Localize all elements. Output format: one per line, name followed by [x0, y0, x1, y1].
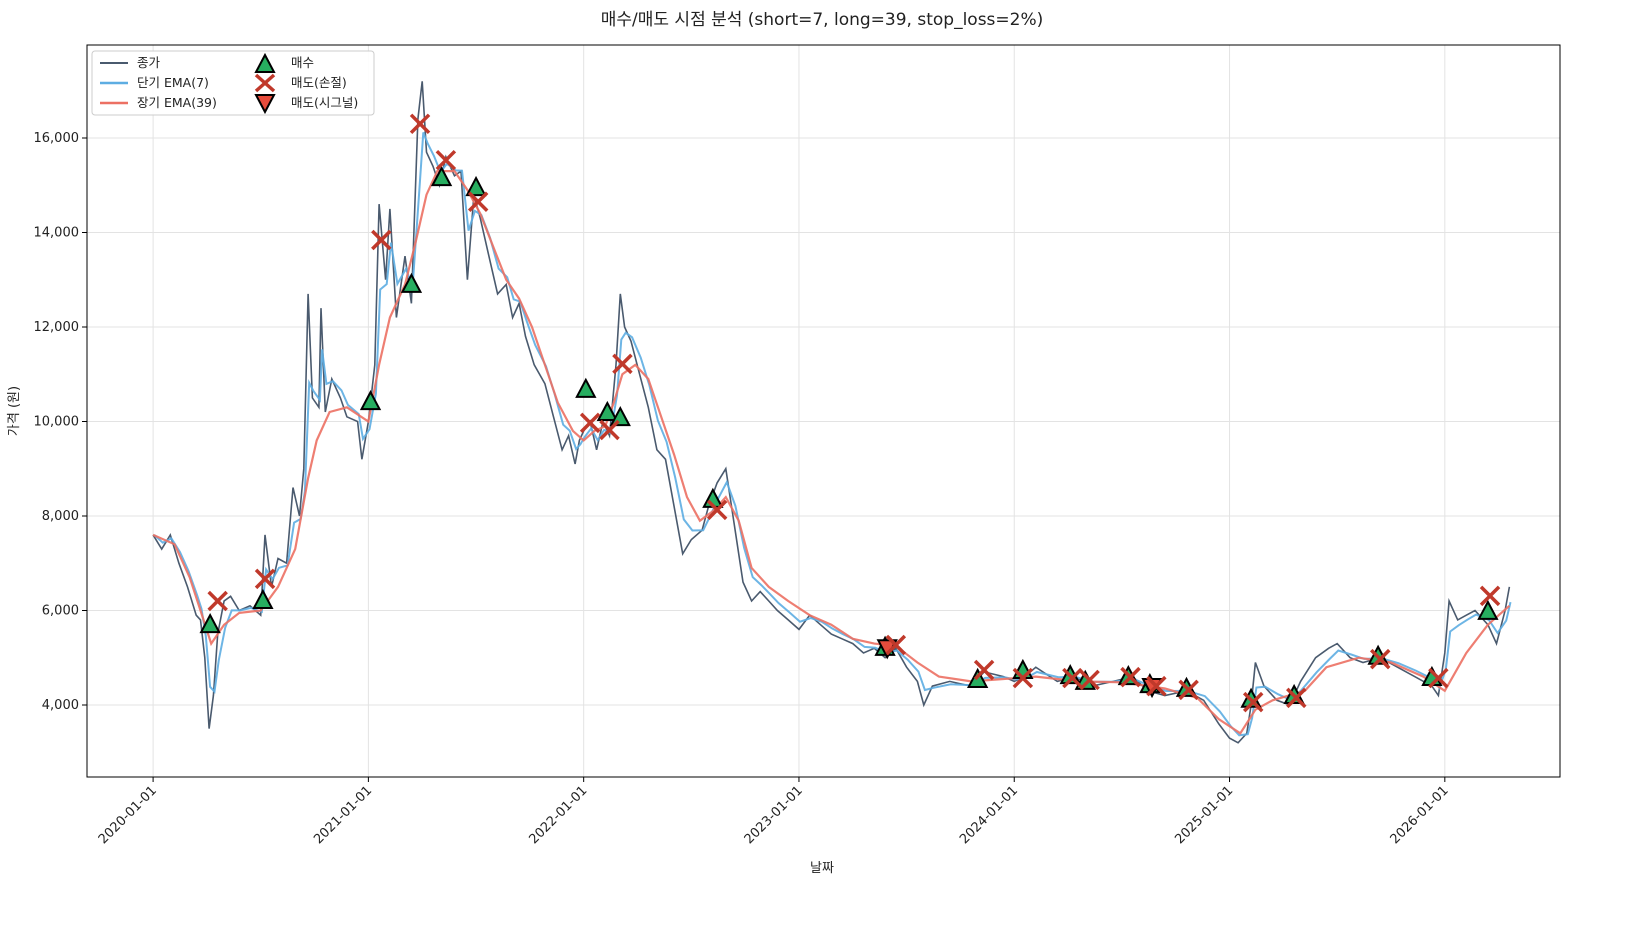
stop-loss-sell-marker — [254, 568, 276, 590]
buy-marker — [609, 406, 631, 427]
stop-loss-sell-marker — [1479, 585, 1501, 607]
stop-loss-sell-marker — [1369, 648, 1391, 670]
stop-loss-sell-marker — [1062, 667, 1083, 689]
legend-box — [91, 50, 375, 116]
stop-loss-sell-marker — [1079, 669, 1100, 691]
x-tick-label: 2025-01-01 — [1172, 783, 1236, 847]
x-tick-label: 2024-01-01 — [957, 783, 1021, 847]
buy-marker — [465, 175, 487, 197]
stop-loss-sell-marker — [1120, 666, 1141, 688]
y-tick-label: 14,000 — [34, 225, 80, 240]
stop-loss-sell-marker — [612, 353, 633, 375]
legend-stop-loss-label: 매도(손절) — [291, 75, 347, 90]
y-tick-label: 16,000 — [34, 131, 80, 146]
legend-long-ema-label: 장기 EMA(39) — [137, 95, 217, 110]
legend-stop-loss-icon — [254, 73, 276, 93]
short-ema-line — [153, 132, 1512, 737]
x-tick-label: 2020-01-01 — [96, 783, 160, 847]
series — [152, 81, 1512, 744]
legend: 종가 단기 EMA(7) 장기 EMA(39) 매수 매도(손절) 매도(시그널… — [91, 50, 375, 116]
x-tick-label: 2023-01-01 — [742, 783, 806, 847]
buy-marker — [1477, 599, 1499, 620]
close-price-line — [152, 81, 1511, 744]
stop-loss-sell-marker — [1242, 691, 1264, 713]
stop-loss-sell-marker — [706, 499, 728, 521]
buy-marker — [400, 272, 423, 293]
x-tick-label: 2021-01-01 — [311, 783, 375, 847]
stop-loss-sell-marker — [207, 590, 228, 612]
buy-marker — [199, 613, 221, 634]
stop-loss-sell-marker — [435, 149, 457, 171]
legend-signal-sell-label: 매도(시그널) — [291, 95, 358, 110]
buy-marker — [575, 377, 597, 398]
stop-loss-sell-marker — [973, 659, 995, 681]
x-axis: 2020-01-01 2021-01-01 2022-01-01 2023-01-01… — [96, 777, 1452, 847]
y-tick-label: 8,000 — [42, 509, 79, 524]
y-axis-label: 가격 (원) — [7, 386, 22, 436]
legend-buy-icon — [254, 52, 276, 73]
buy-marker — [252, 588, 274, 610]
y-tick-label: 12,000 — [34, 320, 80, 335]
y-tick-label: 10,000 — [34, 414, 80, 429]
legend-buy-label: 매수 — [291, 55, 314, 70]
plot-frame — [86, 44, 1561, 778]
y-tick-label: 4,000 — [42, 698, 79, 713]
stop-loss-sell-marker — [1286, 687, 1307, 709]
stop-loss-sell-marker — [1428, 667, 1449, 689]
stop-loss-sell-marker — [1012, 667, 1034, 689]
stop-loss-sell-marker — [409, 113, 431, 135]
x-axis-label: 날짜 — [810, 861, 834, 876]
buy-marker — [359, 389, 382, 411]
legend-close-label: 종가 — [137, 55, 161, 70]
legend-short-ema-label: 단기 EMA(7) — [137, 75, 209, 90]
chart-title: 매수/매도 시점 분석 (short=7, long=39, stop_loss… — [601, 10, 1044, 30]
buy-marker — [430, 166, 453, 187]
buy-marker — [596, 400, 619, 421]
stop-loss-sell-marker — [371, 229, 392, 251]
stop-loss-sell-marker — [1146, 675, 1167, 697]
stop-loss-sell-marker — [599, 419, 620, 441]
x-tick-label: 2026-01-01 — [1388, 783, 1452, 847]
long-ema-line — [152, 170, 1511, 735]
stop-loss-sell-marker — [467, 191, 489, 213]
grid — [87, 45, 1560, 777]
stop-loss-sell-marker — [579, 412, 601, 434]
markers — [199, 113, 1501, 713]
y-axis: 4,000 6,000 8,000 10,000 12,000 14,000 16,000 — [34, 131, 87, 713]
stop-loss-sell-marker — [1178, 679, 1199, 701]
x-tick-label: 2022-01-01 — [526, 783, 590, 847]
y-tick-label: 6,000 — [42, 603, 79, 618]
stop-loss-sell-marker — [885, 634, 907, 656]
legend-signal-sell-icon — [254, 94, 276, 115]
